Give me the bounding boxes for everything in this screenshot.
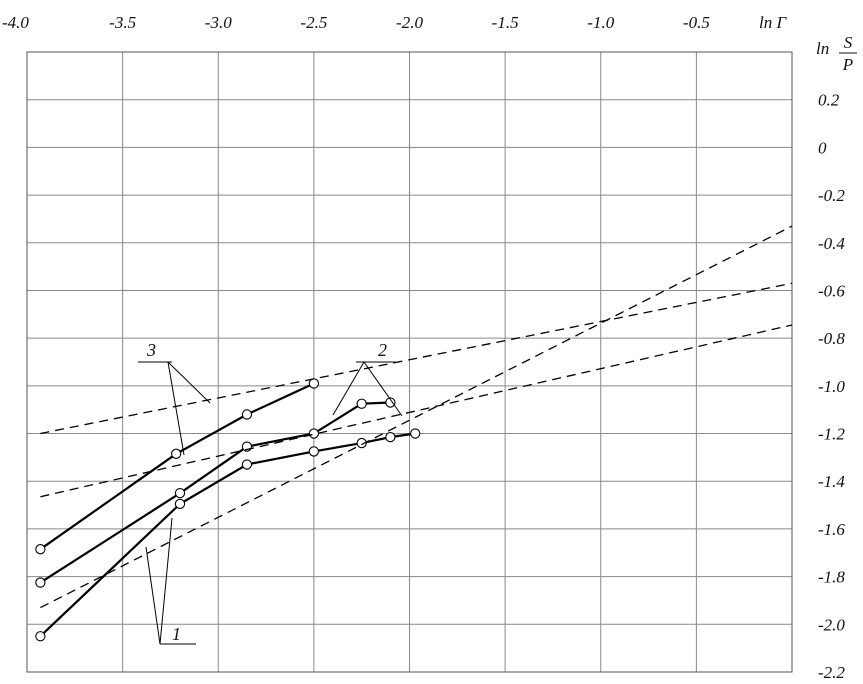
data-point-1 (385, 431, 396, 443)
y-tick-label: -0.2 (818, 186, 845, 205)
y-axis-ticks: 0.2 0 -0.2 -0.4 -0.6 -0.8 -1.0 -1.2 -1.4 -1.6 -1.8… (818, 91, 845, 682)
data-point-1 (35, 631, 46, 642)
data-point-3 (308, 378, 320, 389)
grid (26, 51, 793, 673)
x-tick-label: -3.5 (109, 13, 136, 32)
y-axis-label-denominator: P (842, 55, 853, 74)
y-axis-label-numerator: S (844, 33, 853, 52)
x-axis-ticks: -4.0 -3.5 -3.0 -2.5 -2.0 -1.5 -1.0 -0.5 (2, 13, 710, 32)
y-tick-label: 0.2 (818, 91, 840, 110)
data-point-3 (35, 544, 46, 555)
data-point-1 (356, 437, 367, 449)
data-point-2 (35, 577, 46, 588)
data-point-1 (308, 446, 320, 457)
data-point-1 (410, 428, 421, 439)
x-tick-label: -4.0 (2, 13, 29, 32)
data-point-2 (308, 428, 320, 439)
data-point-2 (356, 398, 367, 409)
y-tick-label: -1.2 (818, 425, 845, 444)
axis-titles: ln Γ ln S P (759, 13, 857, 74)
solid-line-3 (39, 382, 315, 551)
x-tick-label: -1.5 (492, 13, 519, 32)
dashed-line-2 (40, 324, 793, 498)
y-tick-label: -2.2 (818, 663, 845, 682)
y-tick-label: -0.4 (818, 234, 845, 253)
solid-line-1 (39, 432, 416, 637)
x-tick-label: -1.0 (587, 13, 614, 32)
dashed-line-3 (40, 282, 793, 435)
callout-leader-1 (159, 517, 173, 645)
x-tick-label: -0.5 (683, 13, 710, 32)
x-tick-label: -3.0 (205, 13, 232, 32)
y-tick-label: -0.8 (818, 329, 845, 348)
dashed-line-1 (40, 225, 793, 609)
callout-leader-1 (145, 546, 161, 645)
y-tick-label: -1.4 (818, 472, 845, 491)
callouts: 1 2 3 (138, 340, 403, 645)
callout-label-2: 2 (378, 340, 387, 360)
y-tick-label: -1.0 (818, 377, 845, 396)
x-tick-label: -2.0 (396, 13, 423, 32)
y-tick-label: -0.6 (818, 281, 845, 300)
callout-leader-3 (167, 361, 185, 456)
callout-label-1: 1 (172, 624, 181, 644)
y-tick-label: 0 (818, 138, 827, 157)
data-point-2 (385, 397, 396, 408)
y-tick-label: -1.6 (818, 520, 845, 539)
callout-leader-2 (332, 361, 365, 416)
data-point-3 (241, 409, 253, 420)
callout-leader-2 (363, 361, 403, 417)
plot-frame (26, 51, 793, 673)
y-tick-label: -1.8 (818, 568, 845, 587)
x-tick-label: -2.5 (300, 13, 327, 32)
data-point-2 (174, 488, 186, 499)
solid-line-2 (39, 401, 391, 584)
x-axis-label: ln Γ (759, 13, 787, 32)
y-axis-label-prefix: ln (816, 39, 829, 58)
callout-label-3: 3 (146, 340, 156, 360)
data-point-1 (241, 459, 253, 470)
series (35, 225, 793, 642)
data-point-1 (174, 498, 186, 510)
data-point-3 (171, 448, 182, 459)
y-tick-label: -2.0 (818, 615, 845, 634)
callout-leader-3 (167, 361, 211, 404)
